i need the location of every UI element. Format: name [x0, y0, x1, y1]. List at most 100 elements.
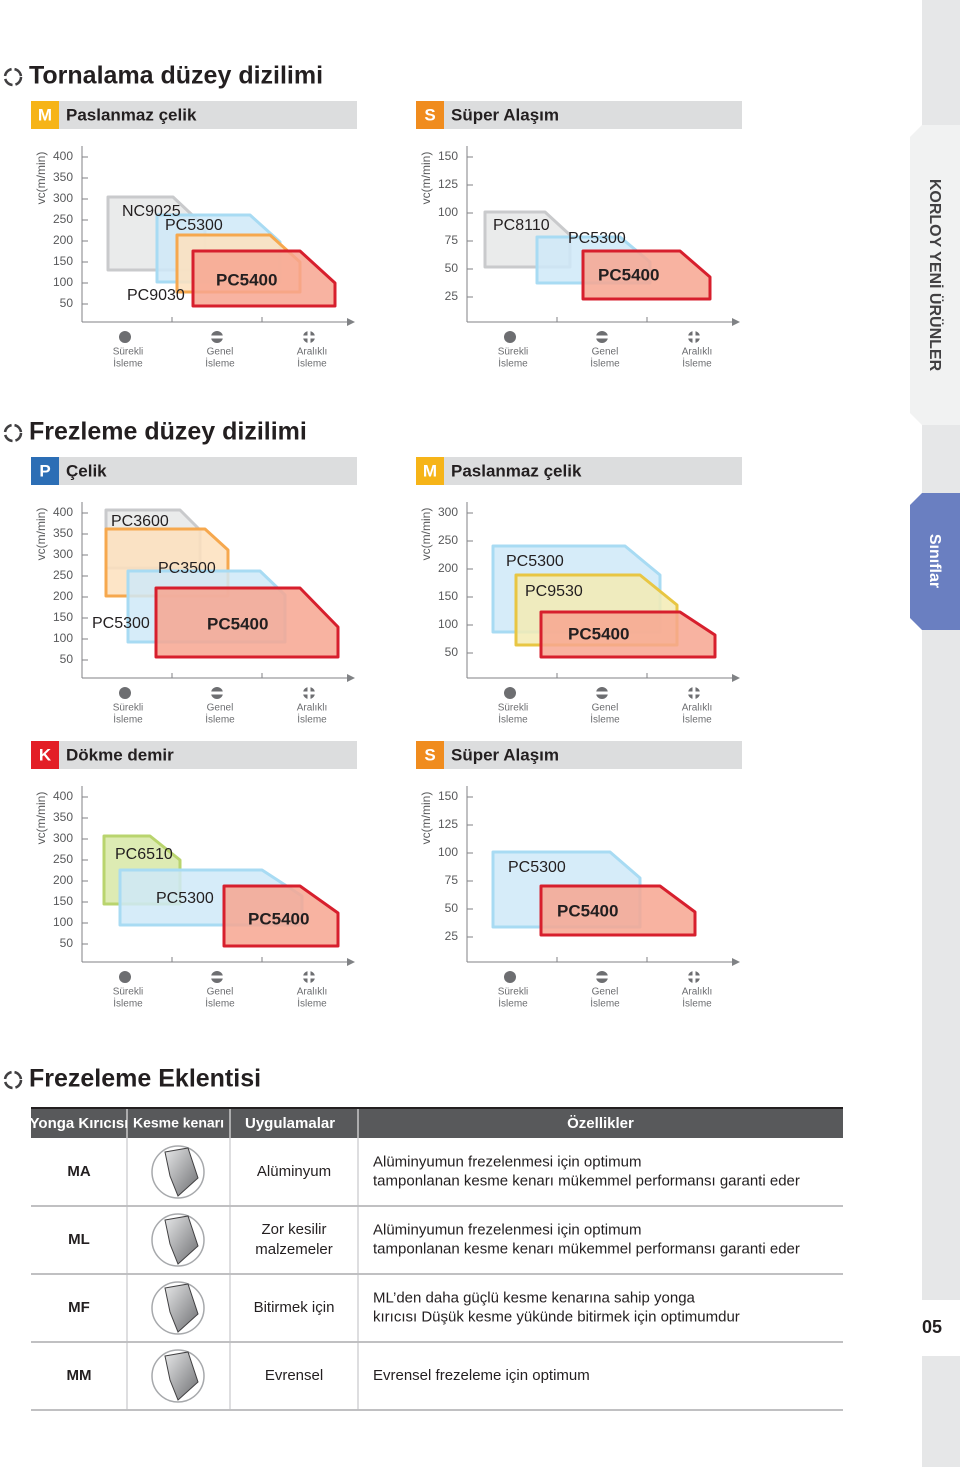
x-icon — [210, 335, 224, 339]
y-tick-label: 400 — [53, 505, 73, 519]
y-tick-label: 150 — [438, 789, 458, 803]
feature: Evrensel frezeleme için optimum — [373, 1367, 590, 1384]
grade-label: PC5400 — [557, 901, 618, 920]
y-tick-label: 150 — [53, 894, 73, 908]
feature: kırıcısı Düşük kesme yükünde bitirmek iç… — [373, 1308, 740, 1325]
x-icon — [504, 687, 516, 699]
badge-letter: S — [424, 105, 435, 124]
x-icon — [119, 971, 131, 983]
grade-badge — [31, 457, 59, 485]
x-label: İsleme — [297, 997, 327, 1010]
x-label: Genel — [207, 347, 234, 358]
x-label: Aralıklı — [682, 703, 713, 714]
x-icon — [595, 691, 609, 695]
section-icon — [3, 1070, 23, 1090]
y-tick-label: 150 — [53, 254, 73, 268]
x-label: İsleme — [590, 357, 620, 370]
table-header — [31, 1108, 843, 1138]
page-number: 05 — [922, 1317, 942, 1337]
y-tick-label: 100 — [53, 275, 73, 289]
panel-header — [31, 101, 357, 129]
x-label: İsleme — [590, 997, 620, 1010]
x-label: İsleme — [682, 997, 712, 1010]
grade-label: PC5300 — [165, 217, 223, 234]
x-label: İsleme — [113, 357, 143, 370]
x-label: Aralıklı — [297, 987, 328, 998]
panel-title: Paslanmaz çelik — [451, 461, 582, 480]
grade-label: PC5400 — [568, 624, 629, 643]
y-tick-label: 125 — [438, 817, 458, 831]
panel-title: Süper Alaşım — [451, 745, 559, 764]
x-icon — [307, 686, 311, 700]
grade-label: PC5400 — [598, 265, 659, 284]
x-label: İsleme — [113, 713, 143, 726]
x-label: İsleme — [498, 357, 528, 370]
y-tick-label: 75 — [445, 873, 459, 887]
x-label: İsleme — [205, 713, 235, 726]
x-label: Sürekli — [498, 703, 529, 714]
grade-label: PC8110 — [493, 217, 550, 234]
y-tick-label: 150 — [53, 610, 73, 624]
application: Evrensel — [265, 1367, 323, 1384]
x-axis-arrow — [347, 318, 355, 326]
x-label: Sürekli — [498, 987, 529, 998]
grade-badge — [31, 741, 59, 769]
panel-title: Dökme demir — [66, 745, 174, 764]
y-tick-label: 400 — [53, 789, 73, 803]
x-label: Aralıklı — [682, 347, 713, 358]
y-tick-label: 50 — [445, 901, 459, 915]
y-tick-label: 25 — [445, 929, 459, 943]
x-icon — [119, 687, 131, 699]
y-tick-label: 200 — [53, 589, 73, 603]
x-label: İsleme — [498, 997, 528, 1010]
side-tab-label: KORLOY YENİ ÜRÜNLER — [926, 179, 945, 372]
y-tick-label: 250 — [53, 852, 73, 866]
feature: ML’den daha güçlü kesme kenarına sahip y… — [373, 1289, 696, 1306]
x-label: İsleme — [205, 997, 235, 1010]
badge-letter: M — [423, 461, 437, 480]
axis-label: vc(m/min) — [419, 152, 433, 205]
axis-label: vc(m/min) — [34, 792, 48, 845]
x-axis-arrow — [732, 318, 740, 326]
grade-region — [191, 249, 337, 308]
section-title: Frezleme düzey dizilimi — [29, 418, 307, 446]
y-tick-label: 100 — [438, 205, 458, 219]
y-tick-label: 300 — [438, 505, 458, 519]
edge-insert — [164, 1147, 199, 1197]
grade-region — [222, 884, 340, 948]
side-tab-label[interactable]: Sınıflar — [926, 534, 943, 588]
x-icon — [210, 691, 224, 695]
grade-label: PC5400 — [207, 614, 268, 633]
chipbreaker-code: MF — [68, 1299, 90, 1316]
x-icon — [595, 975, 609, 979]
x-axis-arrow — [347, 674, 355, 682]
y-tick-label: 50 — [445, 645, 459, 659]
x-icon — [692, 686, 696, 700]
chipbreaker-code: ML — [68, 1231, 90, 1248]
x-label: Genel — [592, 987, 619, 998]
x-label: Sürekli — [113, 347, 144, 358]
table-header-cell: Kesme kenarı — [133, 1115, 224, 1131]
grade-label: PC5300 — [92, 615, 150, 632]
grade-label: PC5300 — [506, 553, 564, 570]
y-tick-label: 150 — [438, 149, 458, 163]
y-tick-label: 250 — [438, 533, 458, 547]
application: Alüminyum — [257, 1163, 331, 1180]
y-tick-label: 50 — [60, 296, 74, 310]
grade-region — [154, 586, 340, 659]
x-label: İsleme — [113, 997, 143, 1010]
side-tab-active[interactable] — [910, 493, 960, 630]
section-title: Frezeleme Eklentisi — [29, 1065, 261, 1093]
panel-header — [416, 741, 742, 769]
panel-title: Çelik — [66, 461, 107, 480]
x-label: İsleme — [590, 713, 620, 726]
badge-letter: P — [39, 461, 50, 480]
table-header-cell: Yonga Kırıcısı — [30, 1115, 129, 1132]
y-tick-label: 200 — [53, 233, 73, 247]
edge-insert — [164, 1283, 199, 1333]
y-tick-label: 300 — [53, 191, 73, 205]
x-icon — [692, 970, 696, 984]
x-label: Aralıklı — [682, 987, 713, 998]
